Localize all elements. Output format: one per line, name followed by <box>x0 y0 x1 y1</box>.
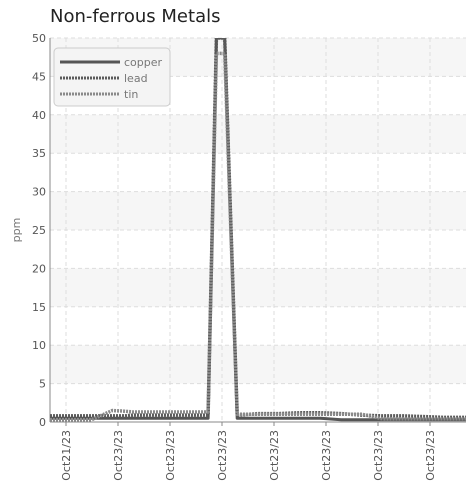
legend-label-tin: tin <box>124 88 138 101</box>
y-tick-label: 30 <box>32 186 46 199</box>
x-tick-label: Oct23/23 <box>372 430 385 481</box>
grid-band <box>50 345 466 384</box>
series-line-tin <box>50 51 466 422</box>
x-tick-label: Oct23/23 <box>320 430 333 481</box>
y-tick-label: 5 <box>39 378 46 391</box>
legend-label-lead: lead <box>124 72 148 85</box>
legend: copper lead tin <box>53 47 171 107</box>
y-tick-label: 25 <box>32 224 46 237</box>
x-tick-label: Oct23/23 <box>424 430 437 481</box>
legend-label-copper: copper <box>124 56 163 69</box>
x-tick-label: Oct23/23 <box>112 430 125 481</box>
y-axis-label: ppm <box>10 218 23 243</box>
series-line-copper <box>50 38 466 422</box>
y-tick-label: 0 <box>39 416 46 429</box>
grid-band <box>50 268 466 307</box>
x-tick-label: Oct21/23 <box>60 430 73 481</box>
y-tick-label: 40 <box>32 109 46 122</box>
x-tick-label: Oct23/23 <box>216 430 229 481</box>
y-tick-label: 35 <box>32 147 46 160</box>
x-tick-label: Oct23/23 <box>268 430 281 481</box>
x-tick-label: Oct23/23 <box>164 430 177 481</box>
y-tick-label: 10 <box>32 339 46 352</box>
grid-band <box>50 114 466 154</box>
y-tick-label: 50 <box>32 32 46 45</box>
grid-band <box>50 191 466 230</box>
y-tick-label: 15 <box>32 301 46 314</box>
chart-title: Non-ferrous Metals <box>50 6 221 27</box>
y-tick-label: 20 <box>32 262 46 275</box>
y-tick-label: 45 <box>32 70 46 83</box>
